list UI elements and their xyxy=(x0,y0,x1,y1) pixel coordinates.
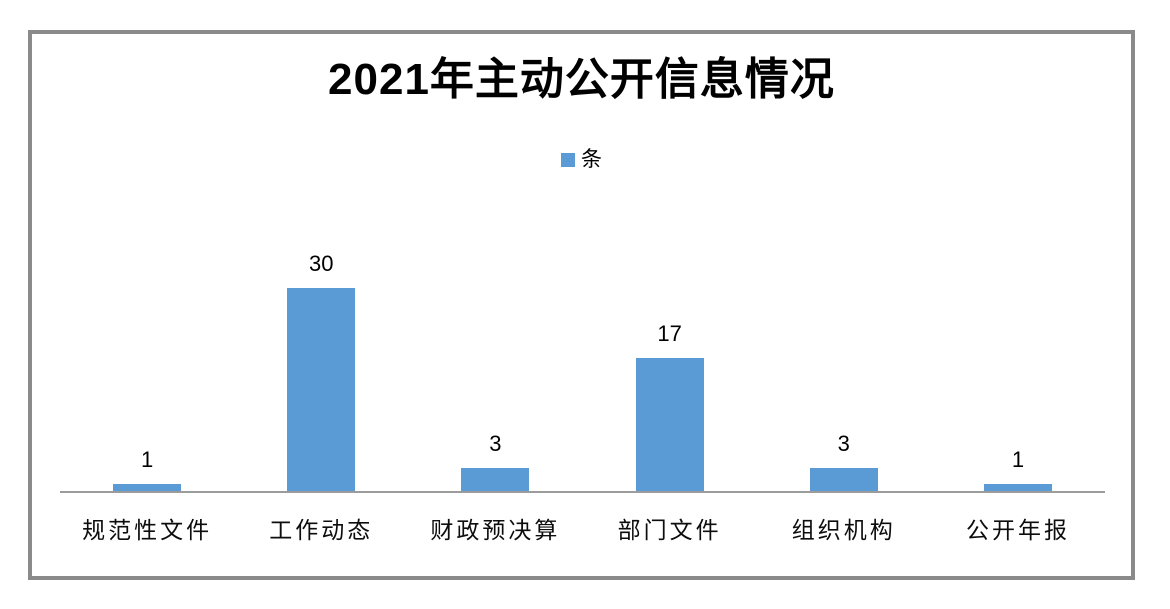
bar xyxy=(287,288,356,492)
category-label: 规范性文件 xyxy=(82,517,213,543)
bar-column: 3 xyxy=(757,252,931,492)
bar xyxy=(983,484,1052,492)
bar-value-label: 30 xyxy=(309,251,334,276)
bar-value-label: 1 xyxy=(1011,446,1025,472)
chart-title: 2021年主动公开信息情况 xyxy=(328,55,835,104)
bar-column: 1 xyxy=(931,252,1105,492)
bar xyxy=(635,358,704,492)
bar-column: 1 xyxy=(60,252,234,492)
bar xyxy=(809,468,878,492)
bars-row: 1 30 3 17 3 1 xyxy=(60,251,1105,492)
legend: 条 xyxy=(32,149,1131,170)
legend-label: 条 xyxy=(581,148,602,171)
bar xyxy=(461,468,530,492)
bar-column: 17 xyxy=(583,252,757,492)
bar-value-label: 1 xyxy=(140,446,154,472)
category-label: 部门文件 xyxy=(617,517,722,543)
bar-value-label: 17 xyxy=(657,320,682,346)
bar-value-label: 3 xyxy=(489,430,502,456)
bar-column: 30 xyxy=(234,251,408,492)
category-axis-labels: 规范性文件 工作动态 财政预决算 部门文件 组织机构 公开年报 xyxy=(60,517,1105,545)
category-label: 财政预决算 xyxy=(430,517,561,543)
bar-value-label: 3 xyxy=(837,430,850,456)
plot-area: 1 30 3 17 3 1 规范性文件 工作动态 财政预决算 部门文件 组织机构 公开年报 xyxy=(60,34,1105,576)
x-axis-line xyxy=(60,491,1105,493)
bar xyxy=(113,484,182,492)
chart-frame: 2021年主动公开信息情况 条 1 30 3 17 3 1 规范性文件 工作动态 财政预决算部… xyxy=(28,30,1135,580)
legend-swatch-icon xyxy=(561,152,575,167)
category-label: 组织机构 xyxy=(791,517,896,543)
category-label: 工作动态 xyxy=(269,517,374,543)
bar-column: 3 xyxy=(408,252,582,492)
category-label: 公开年报 xyxy=(965,517,1070,543)
